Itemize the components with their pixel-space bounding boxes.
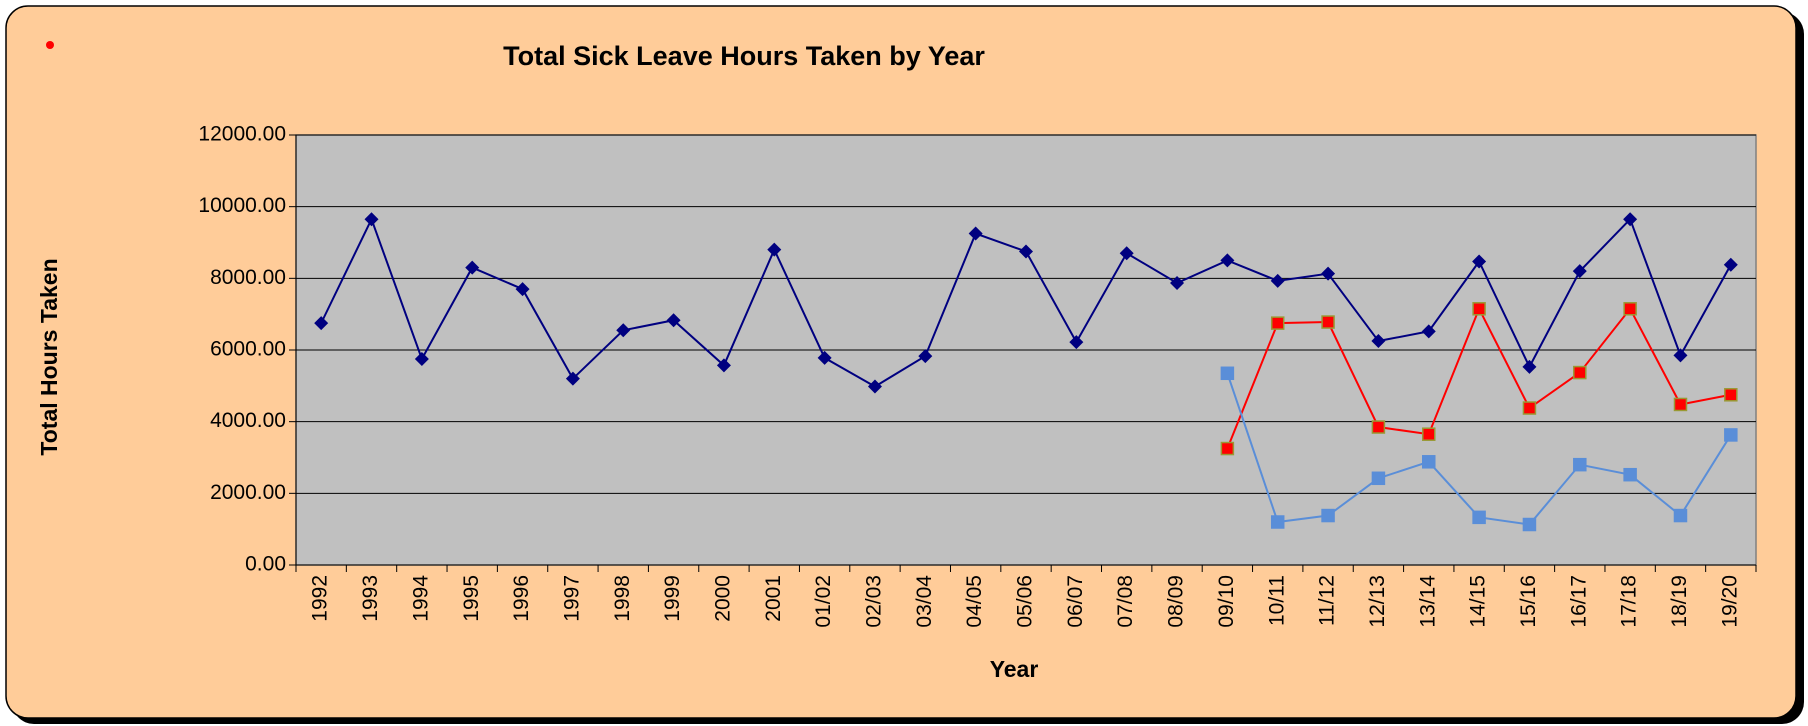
x-tick-label: 17/18 (1618, 575, 1641, 628)
x-tick-label: 03/04 (913, 575, 936, 628)
point (465, 260, 480, 275)
point (1220, 366, 1235, 381)
point (1522, 517, 1537, 532)
point (1422, 427, 1436, 441)
x-tick-label: 12/13 (1366, 575, 1389, 628)
point (1623, 467, 1637, 482)
x-tick-label: 2000 (711, 575, 734, 622)
point (867, 379, 882, 394)
point (1673, 397, 1688, 412)
x-tick-label: 01/02 (812, 575, 835, 628)
point (1220, 441, 1235, 456)
y-tick-label: 8000.00 (210, 266, 286, 289)
x-tick-label: 07/08 (1114, 575, 1137, 628)
x-tick-label: 1998 (611, 575, 634, 622)
point (1623, 212, 1638, 227)
point (1321, 315, 1335, 329)
point (1522, 359, 1537, 374)
point (616, 323, 631, 338)
point (414, 351, 429, 366)
y-tick-label: 10000.00 (198, 194, 286, 217)
x-tick-label: 19/20 (1718, 575, 1741, 628)
x-tick-label: 1992 (309, 575, 332, 622)
y-tick-label: 4000.00 (210, 409, 286, 432)
point (1522, 401, 1537, 415)
point (1371, 420, 1386, 434)
x-tick-label: 18/19 (1668, 575, 1691, 628)
point (1119, 246, 1134, 261)
point (1170, 275, 1185, 290)
point (767, 242, 782, 257)
chart-title: Total Sick Leave Hours Taken by Year (503, 41, 985, 71)
x-tick-label: 10/11 (1265, 575, 1288, 626)
point (1472, 510, 1486, 525)
x-tick-label: 11/12 (1316, 575, 1339, 626)
point (1673, 348, 1688, 363)
x-tick-label: 1994 (409, 575, 432, 622)
point (1069, 335, 1084, 350)
x-axis-title: Year (990, 656, 1039, 682)
point (1724, 428, 1738, 442)
point (565, 371, 580, 386)
y-tick-label: 0.00 (245, 553, 286, 576)
point (716, 358, 731, 373)
x-tick-label: 06/07 (1064, 575, 1087, 628)
point (1472, 254, 1487, 269)
point (1371, 471, 1386, 486)
point (1623, 302, 1637, 316)
x-tick-label: 1999 (661, 575, 684, 622)
y-tick-label: 2000.00 (210, 481, 286, 504)
point (314, 316, 329, 331)
x-tick-label: 2001 (762, 575, 785, 622)
point (1270, 515, 1285, 529)
y-axis-title: Total Hours Taken (36, 258, 62, 455)
x-tick-label: 1993 (359, 575, 382, 622)
x-tick-label: 1995 (460, 575, 483, 622)
point (1270, 273, 1285, 288)
point (1472, 302, 1486, 316)
point (817, 350, 832, 365)
x-tick-label: 14/15 (1467, 575, 1490, 628)
x-tick-label: 08/09 (1165, 575, 1188, 628)
point (1321, 508, 1335, 523)
point (1573, 457, 1587, 472)
x-tick-label: 09/10 (1215, 575, 1238, 628)
x-tick-label: 15/16 (1517, 575, 1540, 628)
point (1421, 324, 1436, 339)
x-tick-label: 16/17 (1567, 575, 1590, 628)
x-tick-label: 05/06 (1014, 575, 1037, 628)
x-tick-label: 02/03 (863, 575, 886, 628)
point (918, 349, 933, 364)
point (1572, 264, 1587, 279)
x-tick-label: 04/05 (963, 575, 986, 628)
point (1220, 253, 1235, 268)
x-tick-label: 1997 (560, 575, 583, 622)
point (1724, 388, 1738, 402)
point (1321, 266, 1336, 281)
point (1673, 508, 1688, 523)
x-tick-label: 1996 (510, 575, 533, 622)
point (666, 313, 681, 328)
dot (46, 41, 54, 49)
point (1422, 455, 1436, 469)
y-tick-label: 12000.00 (198, 123, 286, 146)
point (1371, 334, 1386, 349)
point (968, 226, 983, 241)
x-tick-label: 13/14 (1416, 575, 1439, 628)
y-tick-label: 6000.00 (210, 338, 286, 361)
point (364, 212, 379, 227)
point (515, 282, 530, 297)
point (1019, 244, 1033, 259)
point (1723, 257, 1738, 272)
point (1573, 365, 1587, 380)
point (1270, 316, 1285, 330)
